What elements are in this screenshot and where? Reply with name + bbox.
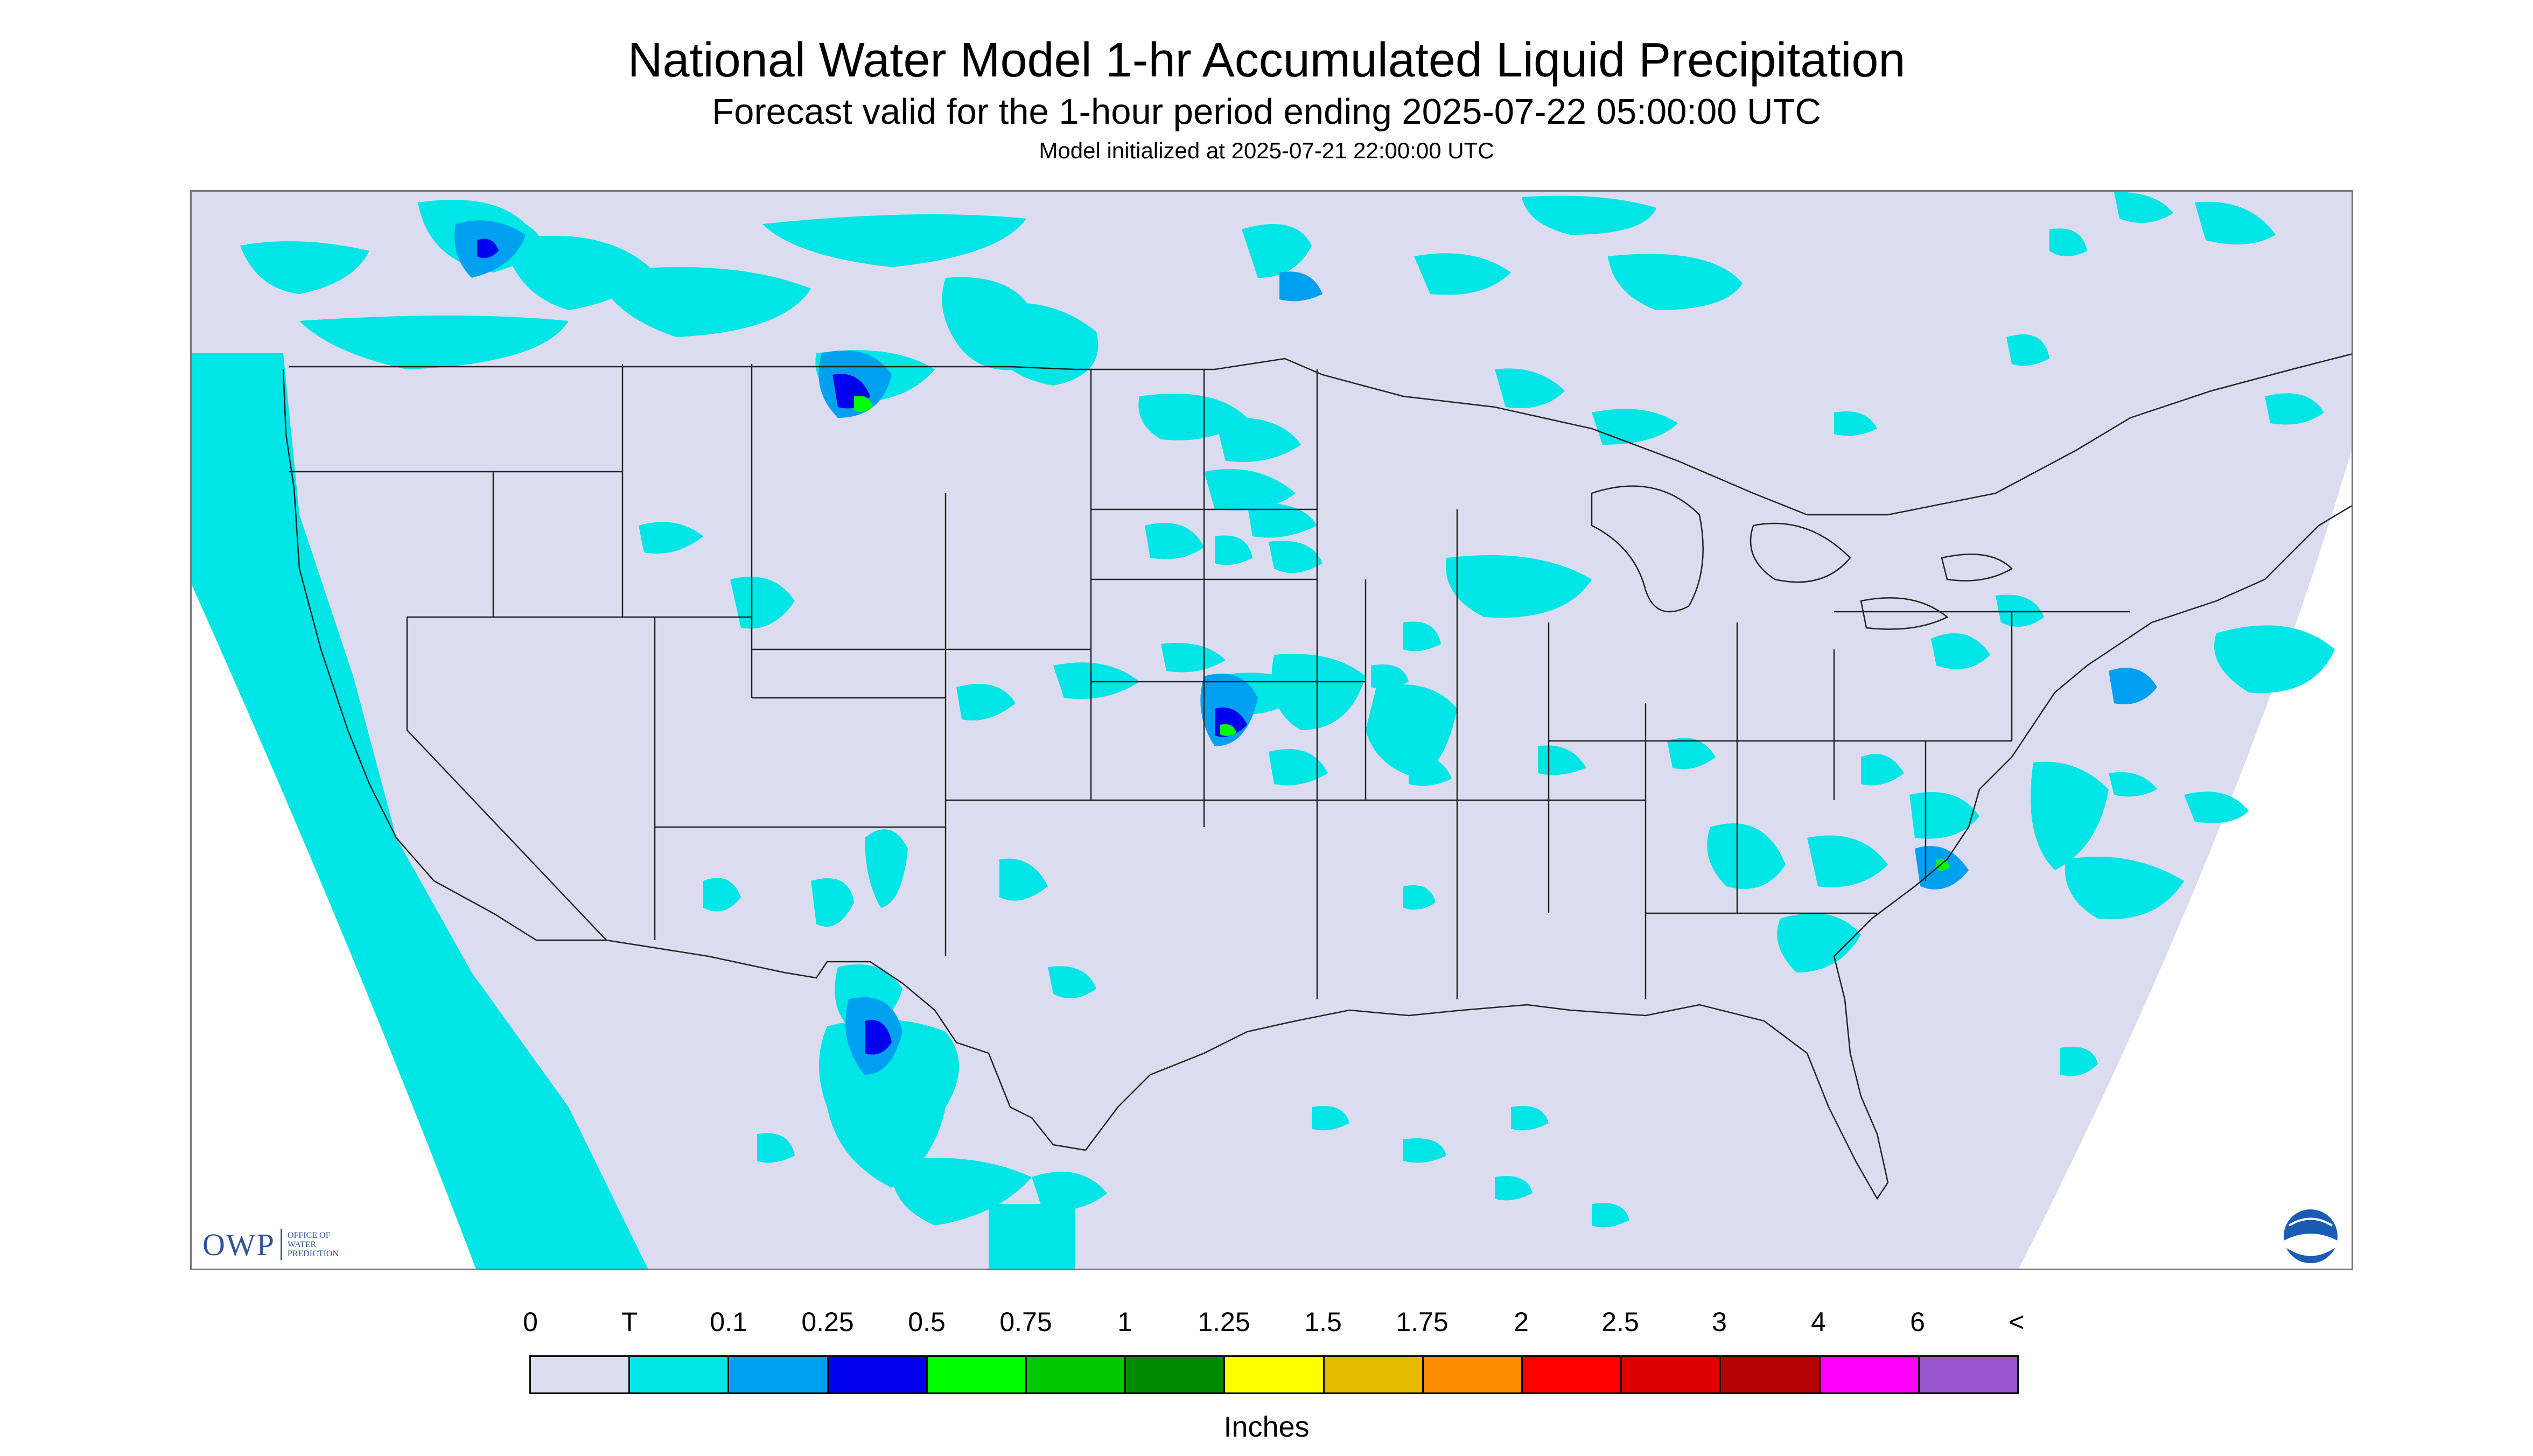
legend-label: 2 bbox=[1514, 1307, 1529, 1337]
legend-label: 0.1 bbox=[710, 1307, 747, 1337]
owp-logo-divider bbox=[280, 1229, 282, 1260]
legend-swatch bbox=[1324, 1357, 1424, 1392]
noaa-logo bbox=[2284, 1209, 2338, 1263]
legend-label: T bbox=[621, 1307, 638, 1337]
map-canvas bbox=[192, 192, 2352, 1269]
owp-logo: OWP OFFICE OF WATER PREDICTION bbox=[202, 1226, 352, 1263]
legend-label: 0.5 bbox=[908, 1307, 946, 1337]
legend-swatch bbox=[1919, 1357, 2018, 1392]
legend-swatch bbox=[1622, 1357, 1722, 1392]
legend-label: 3 bbox=[1712, 1307, 1727, 1337]
legend-swatch bbox=[828, 1357, 928, 1392]
coast-gulf bbox=[1085, 956, 1889, 1200]
state-lines bbox=[289, 364, 2130, 999]
legend-swatch bbox=[1027, 1357, 1126, 1392]
precip-pacific-band bbox=[192, 353, 648, 1269]
legend-swatch bbox=[1126, 1357, 1226, 1392]
map-subtitle: Forecast valid for the 1-hour period end… bbox=[712, 92, 1821, 132]
coast-pacific bbox=[282, 369, 606, 941]
coast-atlantic bbox=[1834, 505, 2352, 957]
domain-mask-right bbox=[2019, 450, 2352, 1269]
legend-swatch bbox=[531, 1357, 631, 1392]
legend-swatch bbox=[927, 1357, 1027, 1392]
legend-swatch bbox=[1523, 1357, 1622, 1392]
model-init-line: Model initialized at 2025-07-21 22:00:00… bbox=[1039, 138, 1494, 163]
owp-logo-text: OFFICE OF WATER PREDICTION bbox=[287, 1230, 339, 1258]
precip-light-areas bbox=[454, 220, 2157, 1075]
legend-label: 1.25 bbox=[1198, 1307, 1250, 1337]
legend-labels: 0 T 0.1 0.25 0.5 0.75 1 1.25 1.5 1.75 2 2.5 3 4 6 < bbox=[523, 1306, 2025, 1338]
border-us-canada bbox=[289, 353, 2352, 516]
map-title: National Water Model 1-hr Accumulated Li… bbox=[627, 33, 1906, 87]
legend-swatch bbox=[1820, 1357, 1920, 1392]
precipitation-map: OWP OFFICE OF WATER PREDICTION bbox=[190, 190, 2353, 1270]
legend-label: < bbox=[2009, 1307, 2025, 1337]
legend-colorbar bbox=[529, 1355, 2019, 1394]
border-us-mexico bbox=[606, 939, 1086, 1151]
legend-label: 2.5 bbox=[1601, 1307, 1639, 1337]
legend-label: 6 bbox=[1910, 1307, 1925, 1337]
legend-swatch bbox=[1225, 1357, 1325, 1392]
legend-swatch bbox=[1721, 1357, 1821, 1392]
legend-label: 0 bbox=[523, 1307, 538, 1337]
domain-mask-left bbox=[192, 585, 476, 1269]
legend-label: 1 bbox=[1117, 1307, 1132, 1337]
legend-units: Inches bbox=[1223, 1411, 1310, 1443]
owp-logo-mark: OWP bbox=[202, 1227, 275, 1262]
great-lakes bbox=[1591, 485, 1704, 613]
legend-label: 4 bbox=[1811, 1307, 1826, 1337]
map-boundaries bbox=[282, 353, 2352, 1200]
legend-swatch bbox=[729, 1357, 829, 1392]
legend-swatch bbox=[1423, 1357, 1523, 1392]
legend-label: 1.75 bbox=[1396, 1307, 1449, 1337]
legend-label: 0.25 bbox=[801, 1307, 854, 1337]
precip-heavy-areas bbox=[854, 396, 1950, 871]
legend-swatch bbox=[630, 1357, 730, 1392]
legend-label: 0.75 bbox=[999, 1307, 1052, 1337]
legend-label: 1.5 bbox=[1304, 1307, 1342, 1337]
